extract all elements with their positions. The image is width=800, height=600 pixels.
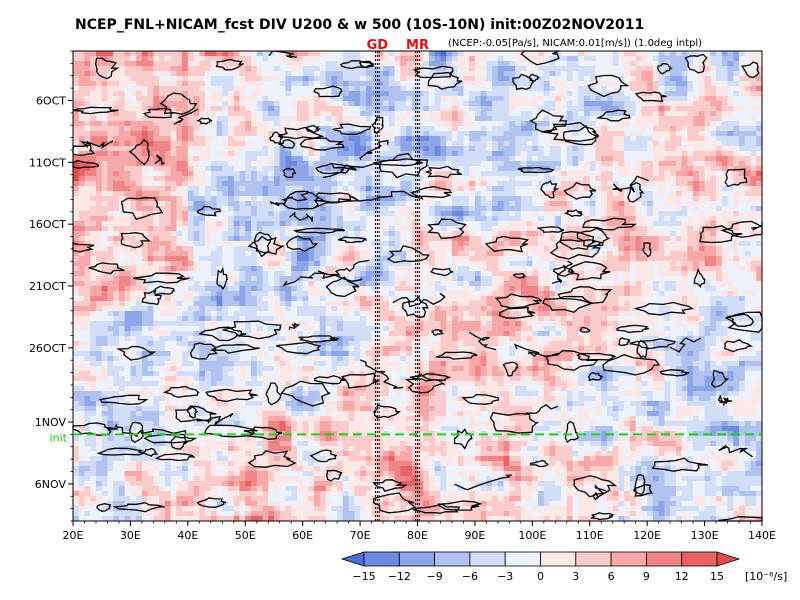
y-axis: 6OCT 11OCT 16OCT 21OCT 26OCT 1NOV 6NOV [29, 50, 73, 522]
colorbar-label: 3 [572, 570, 579, 583]
y-tick-label: 6NOV [35, 478, 67, 491]
colorbar-units: [10⁻⁶/s] [745, 570, 787, 583]
x-tick-label: 90E [464, 529, 485, 542]
x-tick-label: 40E [177, 529, 198, 542]
chart-subtitle: (NCEP:-0.05[Pa/s], NICAM:0.01[m/s]) (1.0… [448, 38, 702, 49]
y-tick-label: 26OCT [29, 342, 66, 355]
x-tick-label: 110E [576, 529, 604, 542]
colorbar-label: −12 [388, 570, 411, 583]
divergence-field [73, 51, 763, 522]
y-tick-label: 21OCT [29, 280, 66, 293]
x-tick-label: 60E [292, 529, 313, 542]
colorbar: −15 −12 −9 −6 −3 0 3 6 9 12 15 [10⁻⁶/s] [340, 551, 787, 583]
x-tick-label: 30E [120, 529, 141, 542]
marker-label-gd: GD [367, 38, 389, 53]
chart-title: NCEP_FNL+NICAM_fcst DIV U200 & w 500 (10… [75, 17, 644, 33]
colorbar-label: −9 [426, 570, 442, 583]
x-tick-label: 140E [748, 529, 776, 542]
x-tick-label: 130E [691, 529, 719, 542]
y-tick-label: 1NOV [35, 416, 67, 429]
y-tick-label: 11OCT [29, 156, 66, 169]
x-tick-label: 100E [518, 529, 546, 542]
marker-lines: GD MR init [50, 38, 762, 521]
omega-contours [72, 50, 763, 522]
marker-label-mr: MR [406, 38, 429, 53]
x-tick-label: 80E [407, 529, 428, 542]
colorbar-label: 15 [710, 570, 724, 583]
x-axis: 20E 30E 40E 50E 60E 70E 80E 90E 100E 110E 120E 130E… [63, 521, 776, 542]
x-tick-label: 20E [63, 529, 84, 542]
x-tick-label: 50E [235, 529, 256, 542]
colorbar-label: 9 [643, 570, 650, 583]
colorbar-label: −15 [352, 570, 375, 583]
x-tick-label: 120E [633, 529, 661, 542]
colorbar-label: −6 [462, 570, 478, 583]
colorbar-label: 6 [608, 570, 615, 583]
colorbar-label: 0 [537, 570, 544, 583]
x-tick-label: 70E [350, 529, 371, 542]
y-tick-label: 16OCT [29, 218, 66, 231]
colorbar-label: −3 [497, 570, 513, 583]
init-label: init [50, 431, 68, 444]
y-tick-label: 6OCT [36, 94, 66, 107]
colorbar-label: 12 [675, 570, 689, 583]
